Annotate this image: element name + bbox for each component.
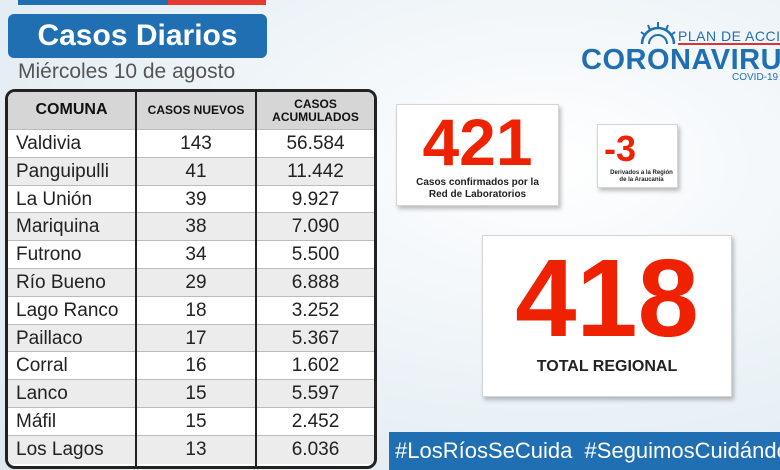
logo-divider xyxy=(678,43,780,45)
cell-comuna: La Unión xyxy=(16,188,93,210)
cell-casos-nuevos: 15 xyxy=(185,411,207,432)
header-casos-acumulados: CASOS ACUMULADOS xyxy=(272,96,359,124)
cell-casos-acumulados: 5.500 xyxy=(291,244,340,266)
cell-casos-nuevos: 16 xyxy=(185,355,207,377)
cases-table: COMUNA CASOS NUEVOS CASOS ACUMULADOS Val… xyxy=(5,89,377,469)
logo-coronavirus-label: CORONAVIRUS xyxy=(581,44,780,76)
total-regional-card: 418 TOTAL REGIONAL xyxy=(482,235,732,397)
cell-casos-nuevos: 39 xyxy=(185,188,207,210)
page-title: Casos Diarios xyxy=(8,14,267,58)
cell-comuna: Los Lagos xyxy=(16,438,104,460)
derived-cases-card: -3 Derivados a la Región de la Araucanía xyxy=(597,124,678,188)
derived-cases-label: Derivados a la Región de la Araucanía xyxy=(610,170,673,183)
header-casos-nuevos: CASOS NUEVOS xyxy=(147,103,245,118)
cell-casos-nuevos: 17 xyxy=(185,327,207,349)
cell-comuna: Río Bueno xyxy=(16,272,106,293)
table-row: Máfil 15 2.452 xyxy=(8,407,374,436)
cell-casos-nuevos: 34 xyxy=(185,244,207,266)
cell-comuna: Mariquina xyxy=(16,216,100,238)
cell-casos-acumulados: 6.888 xyxy=(291,272,340,293)
derived-cases-value: -3 xyxy=(604,128,637,169)
table-row: Panguipulli 41 11.442 xyxy=(8,156,374,186)
cell-comuna: Valdivia xyxy=(16,133,82,154)
table-row: Río Bueno 29 6.888 xyxy=(8,268,374,297)
cell-casos-acumulados: 3.252 xyxy=(291,299,340,321)
government-sun-icon xyxy=(640,22,676,45)
confirmed-cases-card: 421 Casos confirmados por la Red de Labo… xyxy=(396,104,559,206)
cell-casos-acumulados: 7.090 xyxy=(291,216,340,238)
cell-casos-acumulados: 5.597 xyxy=(291,383,340,405)
cell-casos-nuevos: 143 xyxy=(180,133,212,154)
table-row: Lanco 15 5.597 xyxy=(8,379,374,408)
cell-casos-acumulados: 2.452 xyxy=(291,411,340,432)
cell-casos-acumulados: 9.927 xyxy=(291,188,340,210)
logo-covid-label: COVID-19 xyxy=(732,72,779,83)
table-row: Los Lagos 13 6.036 xyxy=(8,434,374,464)
total-regional-value: 418 xyxy=(515,237,699,360)
confirmed-cases-value: 421 xyxy=(422,105,533,179)
cell-comuna: Corral xyxy=(16,355,68,377)
table-header: COMUNA CASOS NUEVOS CASOS ACUMULADOS xyxy=(8,92,374,129)
cell-casos-nuevos: 15 xyxy=(185,383,207,405)
cell-casos-nuevos: 18 xyxy=(185,299,207,321)
cell-casos-acumulados: 5.367 xyxy=(291,327,340,349)
table-row: Valdivia 143 56.584 xyxy=(8,129,374,158)
column-divider xyxy=(255,92,257,466)
cell-casos-acumulados: 11.442 xyxy=(287,160,344,182)
logo-plan-label: PLAN DE ACCIÓN xyxy=(678,28,780,44)
cell-casos-nuevos: 13 xyxy=(185,438,207,460)
cell-casos-nuevos: 41 xyxy=(185,160,207,182)
hashtag-text: #LosRíosSeCuida #SeguimosCuidándonos xyxy=(395,438,780,463)
total-regional-label: TOTAL REGIONAL xyxy=(536,358,678,375)
cell-casos-acumulados: 56.584 xyxy=(286,133,345,154)
table-row: Paillaco 17 5.367 xyxy=(8,323,374,353)
cell-comuna: Paillaco xyxy=(16,327,83,349)
column-divider xyxy=(135,92,137,466)
report-date: Miércoles 10 de agosto xyxy=(18,60,236,83)
header-comuna: COMUNA xyxy=(35,101,108,119)
cell-comuna: Lanco xyxy=(16,383,68,405)
confirmed-cases-label: Casos confirmados por la Red de Laborato… xyxy=(416,177,539,200)
cell-comuna: Máfil xyxy=(16,411,57,432)
cell-casos-nuevos: 38 xyxy=(185,216,207,238)
hashtag-banner: #LosRíosSeCuida #SeguimosCuidándonos xyxy=(389,432,780,470)
table-row: Corral 16 1.602 xyxy=(8,351,374,381)
cell-comuna: Lago Ranco xyxy=(16,299,119,321)
table-row: La Unión 39 9.927 xyxy=(8,184,374,214)
cell-comuna: Panguipulli xyxy=(16,160,109,182)
coronavirus-logo: PLAN DE ACCIÓN CORONAVIRUS COVID-19 xyxy=(578,20,780,90)
cell-casos-nuevos: 29 xyxy=(185,272,207,293)
table-row: Mariquina 38 7.090 xyxy=(8,212,374,242)
table-row: Futrono 34 5.500 xyxy=(8,240,374,269)
cell-casos-acumulados: 6.036 xyxy=(291,438,340,460)
cell-casos-acumulados: 1.602 xyxy=(291,355,340,377)
table-row: Lago Ranco 18 3.252 xyxy=(8,295,374,325)
cell-comuna: Futrono xyxy=(16,244,82,266)
